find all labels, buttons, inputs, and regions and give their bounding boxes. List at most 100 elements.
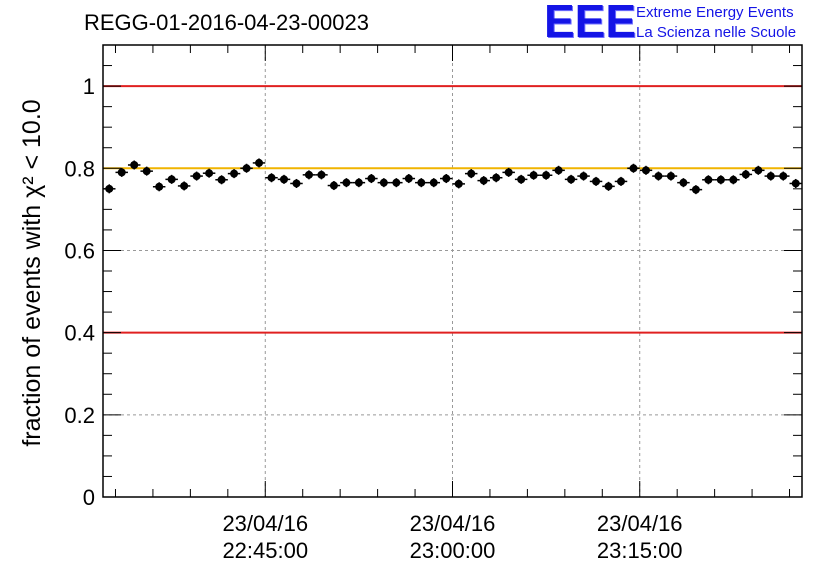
point-marker xyxy=(504,168,513,177)
logo-mark: EEE xyxy=(544,0,637,47)
point-marker xyxy=(142,167,151,176)
y-tick-label: 0.8 xyxy=(64,156,95,181)
y-tick-label: 0.2 xyxy=(64,403,95,428)
x-tick-label-date: 23/04/16 xyxy=(222,511,308,536)
point-marker xyxy=(679,178,688,187)
data-point xyxy=(165,174,178,184)
data-point xyxy=(327,181,341,191)
point-marker xyxy=(367,174,376,183)
point-marker xyxy=(279,175,288,184)
data-point xyxy=(639,165,653,175)
point-marker xyxy=(117,168,126,177)
point-marker xyxy=(329,181,338,190)
point-marker xyxy=(592,177,601,186)
x-tick-label-time: 23:15:00 xyxy=(597,538,683,563)
data-point xyxy=(190,171,203,181)
data-point xyxy=(677,178,690,188)
point-marker xyxy=(217,175,226,184)
point-marker xyxy=(442,174,451,183)
point-marker xyxy=(567,175,576,184)
data-point xyxy=(202,168,216,178)
data-point xyxy=(140,166,153,176)
data-point xyxy=(252,158,266,168)
point-marker xyxy=(554,166,563,175)
data-point xyxy=(240,163,253,173)
point-marker xyxy=(604,182,613,191)
data-point xyxy=(440,174,453,184)
point-marker xyxy=(492,173,501,182)
reference-lines xyxy=(103,85,802,334)
x-tick-label-time: 23:00:00 xyxy=(410,538,496,563)
point-marker xyxy=(741,170,750,179)
point-marker xyxy=(467,169,476,178)
data-point xyxy=(177,181,191,191)
point-marker xyxy=(766,172,775,181)
data-point xyxy=(702,175,715,185)
data-point xyxy=(302,170,316,180)
data-point xyxy=(764,171,778,181)
point-marker xyxy=(155,182,164,191)
axis-tick-labels: 00.20.40.60.8123/04/1622:45:0023/04/1623… xyxy=(64,74,682,563)
point-marker xyxy=(666,172,675,181)
data-point xyxy=(739,169,753,179)
point-marker xyxy=(542,171,551,180)
data-point xyxy=(514,174,528,184)
data-point xyxy=(539,170,553,180)
point-marker xyxy=(255,158,264,167)
data-point xyxy=(340,178,353,188)
point-marker xyxy=(292,179,301,188)
data-point xyxy=(689,185,703,195)
data-point xyxy=(602,181,615,191)
data-point xyxy=(390,178,403,188)
point-marker xyxy=(629,164,638,173)
point-marker xyxy=(392,178,401,187)
data-point xyxy=(627,163,640,173)
axis-ticks xyxy=(103,44,802,498)
point-marker xyxy=(317,170,326,179)
data-point xyxy=(564,174,578,184)
point-marker xyxy=(729,175,738,184)
point-marker xyxy=(704,175,713,184)
x-tick-label-date: 23/04/16 xyxy=(597,511,683,536)
point-marker xyxy=(417,178,426,187)
data-point xyxy=(365,174,378,184)
point-marker xyxy=(404,174,413,183)
data-point xyxy=(527,170,540,180)
data-point xyxy=(415,178,428,188)
data-point xyxy=(290,178,303,188)
data-point xyxy=(265,173,278,183)
chart-title: REGG-01-2016-04-23-00023 xyxy=(84,10,369,35)
grid-lines xyxy=(103,45,802,497)
data-point xyxy=(377,178,391,188)
point-marker xyxy=(716,175,725,184)
point-marker xyxy=(517,175,526,184)
point-marker xyxy=(242,164,251,173)
data-point xyxy=(452,179,465,189)
point-marker xyxy=(529,171,538,180)
y-tick-label: 1 xyxy=(83,74,95,99)
y-tick-label: 0 xyxy=(83,485,95,510)
data-point xyxy=(502,167,515,177)
data-point xyxy=(315,170,328,180)
point-marker xyxy=(779,172,788,181)
y-axis-label: fraction of events with χ² < 10.0 xyxy=(18,99,46,446)
data-point xyxy=(489,173,503,183)
point-marker xyxy=(342,178,351,187)
data-point xyxy=(752,165,765,175)
point-marker xyxy=(167,175,176,184)
point-marker xyxy=(641,166,650,175)
y-tick-label: 0.6 xyxy=(64,238,95,263)
data-point xyxy=(402,174,416,184)
data-point xyxy=(427,178,441,188)
data-point xyxy=(552,165,565,175)
data-point xyxy=(589,176,603,186)
point-marker xyxy=(579,172,588,181)
data-point xyxy=(777,171,790,181)
data-point xyxy=(727,175,740,185)
eee-logo: EEE Extreme Energy Events La Scienza nel… xyxy=(544,0,834,47)
data-point xyxy=(714,175,728,185)
point-marker xyxy=(654,172,663,181)
data-point xyxy=(789,178,802,188)
data-points xyxy=(103,158,802,195)
